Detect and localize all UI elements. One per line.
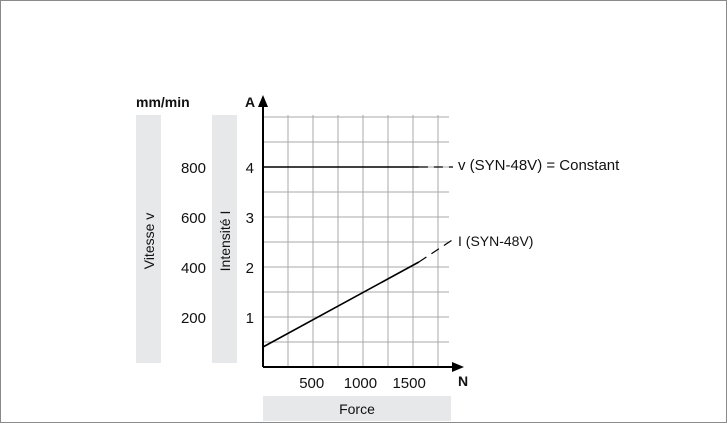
vitesse-tick-label: 200 [181,310,206,327]
axes [258,95,464,372]
force-unit-label: N [458,373,468,389]
force-tick-label: 1500 [392,375,425,392]
vitesse-tick-labels: 200 400 600 800 [181,160,206,327]
intensite-unit-label: A [245,94,255,110]
vitesse-tick-label: 800 [181,160,206,177]
grid [263,115,449,367]
series-label-v-constant: v (SYN-48V) = Constant [458,157,620,174]
force-tick-labels: 500 1000 1500 [299,375,426,392]
series-label-i: I (SYN-48V) [458,233,533,249]
force-tick-label: 500 [299,375,324,392]
intensite-axis-panel [212,115,237,363]
force-axis-title: Force [339,401,375,417]
series-group [262,166,454,348]
vitesse-tick-label: 400 [181,260,206,277]
intensite-tick-label: 1 [246,310,254,327]
intensite-tick-label: 2 [246,260,254,277]
series-line-1 [262,261,420,348]
force-axis-panel [263,396,451,421]
intensite-axis-title: Intensité I [217,211,233,272]
intensite-tick-labels: 1 2 3 4 [246,160,254,327]
intensite-tick-label: 4 [246,160,254,177]
force-tick-label: 1000 [344,375,377,392]
series-line-dashed-1 [418,238,454,263]
y-axis-arrow [258,95,268,107]
intensite-tick-label: 3 [246,210,254,227]
vitesse-unit-label: mm/min [136,94,190,110]
vitesse-axis-panel [136,115,161,363]
vitesse-tick-label: 600 [181,210,206,227]
x-axis-arrow [452,362,464,372]
vitesse-axis-title: Vitesse v [141,213,157,270]
